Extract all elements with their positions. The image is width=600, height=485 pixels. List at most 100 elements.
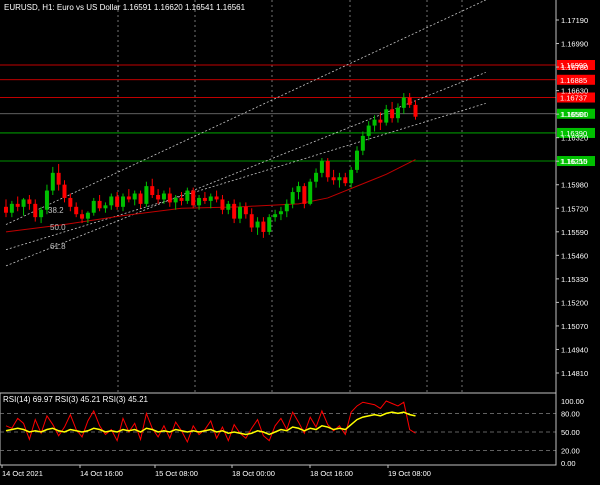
candle-body	[278, 211, 283, 215]
candle-body	[349, 169, 354, 184]
candle-bull	[144, 181, 149, 207]
candle-body	[121, 196, 125, 207]
candle-bear	[325, 158, 330, 182]
candle-bull	[44, 184, 49, 215]
candle-bull	[50, 166, 55, 195]
time-axis[interactable]: 14 Oct 2021 14 Oct 16:00 15 Oct 08:00 18 Oc…	[0, 464, 556, 478]
candle-bear	[27, 195, 32, 210]
price-tick-label: 1.16780	[561, 63, 588, 72]
candle-bear	[15, 196, 20, 212]
candle-bear	[407, 93, 412, 108]
candle-bear	[138, 190, 143, 209]
price-tick-label: 1.16500	[561, 110, 588, 119]
candle-body	[39, 209, 44, 218]
candle-bull	[197, 195, 202, 210]
candle-bull	[314, 168, 319, 188]
candle-body	[302, 186, 307, 204]
candle-body	[267, 217, 272, 232]
candle-body	[144, 186, 149, 204]
candle-body	[401, 97, 406, 108]
candle-body	[343, 177, 348, 184]
candle-bear	[62, 180, 67, 203]
candle-body	[91, 200, 96, 213]
candle-bear	[56, 163, 61, 191]
candle-body	[243, 206, 248, 215]
trend-channel[interactable]	[5, 0, 486, 267]
candle-body	[366, 125, 371, 136]
horizontal-levels[interactable]: 1.16999 1.16885 1.16737 1.16591 1.16390 1.162…	[0, 60, 595, 167]
price-level-tag	[557, 156, 595, 167]
candle-body	[319, 161, 324, 173]
candle-bear	[74, 202, 79, 218]
candle-bull	[296, 181, 301, 200]
price-axis[interactable]: 1.17190 1.16990 1.16780 1.16630 1.16500 1.163…	[555, 0, 588, 468]
candle-bull	[161, 190, 166, 204]
candle-body	[4, 206, 8, 213]
candle-body	[173, 197, 178, 203]
rsi-tick-label: 0.00	[561, 459, 576, 468]
moving-average	[5, 159, 416, 233]
price-level-tag	[557, 92, 595, 103]
rsi-tick-label: 100.00	[561, 397, 584, 406]
candle-body	[33, 203, 38, 218]
price-level-label: 1.16591	[560, 110, 587, 119]
candle-bull	[337, 172, 342, 188]
candle-bear	[33, 199, 38, 222]
candle-bear	[261, 217, 266, 238]
candle-bear	[68, 193, 73, 212]
candle-body	[255, 221, 260, 228]
candle-bear	[243, 202, 248, 219]
candle-body	[179, 197, 184, 201]
candle-bull	[226, 200, 231, 215]
candle-bear	[115, 192, 120, 210]
candle-bear	[156, 189, 161, 204]
candle-bull	[308, 178, 313, 206]
candle-body	[232, 203, 237, 219]
candle-bull	[349, 166, 354, 188]
candle-body	[197, 197, 202, 206]
candle-bear	[179, 192, 184, 206]
candle-body	[208, 196, 213, 201]
candle-bull	[132, 190, 137, 206]
candle-bear	[343, 172, 348, 187]
candle-bear	[150, 178, 155, 198]
price-tick-label: 1.16990	[561, 40, 588, 49]
candle-body	[331, 177, 336, 181]
candle-body	[103, 205, 108, 209]
fibonacci-labels: 38.2 50.0 61.8	[48, 206, 66, 251]
candle-body	[85, 212, 90, 219]
candle-body	[308, 181, 313, 204]
candle-body	[161, 193, 166, 200]
fib-label-382: 38.2	[48, 206, 64, 215]
fib-label-618: 61.8	[50, 242, 66, 251]
candle-bull	[384, 104, 389, 126]
ma-line	[5, 159, 416, 233]
chart-header: EURUSD, H1: Euro vs US Dollar 1.16591 1.…	[4, 3, 246, 12]
candle-body	[50, 172, 55, 191]
candle-bull	[372, 115, 377, 132]
candle-body	[214, 196, 219, 200]
candle-body	[360, 135, 365, 151]
time-tick-label: 19 Oct 08:00	[388, 469, 431, 478]
candle-bear	[331, 169, 336, 185]
candle-bull	[208, 193, 213, 209]
candle-bear	[413, 100, 418, 120]
candle-bear	[97, 195, 102, 212]
price-level-label: 1.16390	[560, 129, 587, 138]
candle-bull	[366, 121, 371, 141]
price-tick-label: 1.14940	[561, 345, 588, 354]
candle-body	[115, 196, 120, 207]
candle-bull	[85, 211, 90, 224]
rsi-panel[interactable]: RSI(14) 69.97 RSI(3) 45.21 RSI(3) 45.21	[0, 392, 557, 466]
candle-body	[238, 206, 242, 219]
time-tick-label: 18 Oct 16:00	[310, 469, 353, 478]
candle-bull	[39, 206, 44, 224]
rsi-tick-label: 50.00	[561, 428, 580, 437]
candle-body	[9, 203, 14, 213]
candle-bear	[302, 183, 307, 209]
candle-body	[80, 214, 85, 219]
candle-bull	[255, 217, 260, 235]
rsi3-line	[5, 411, 416, 436]
